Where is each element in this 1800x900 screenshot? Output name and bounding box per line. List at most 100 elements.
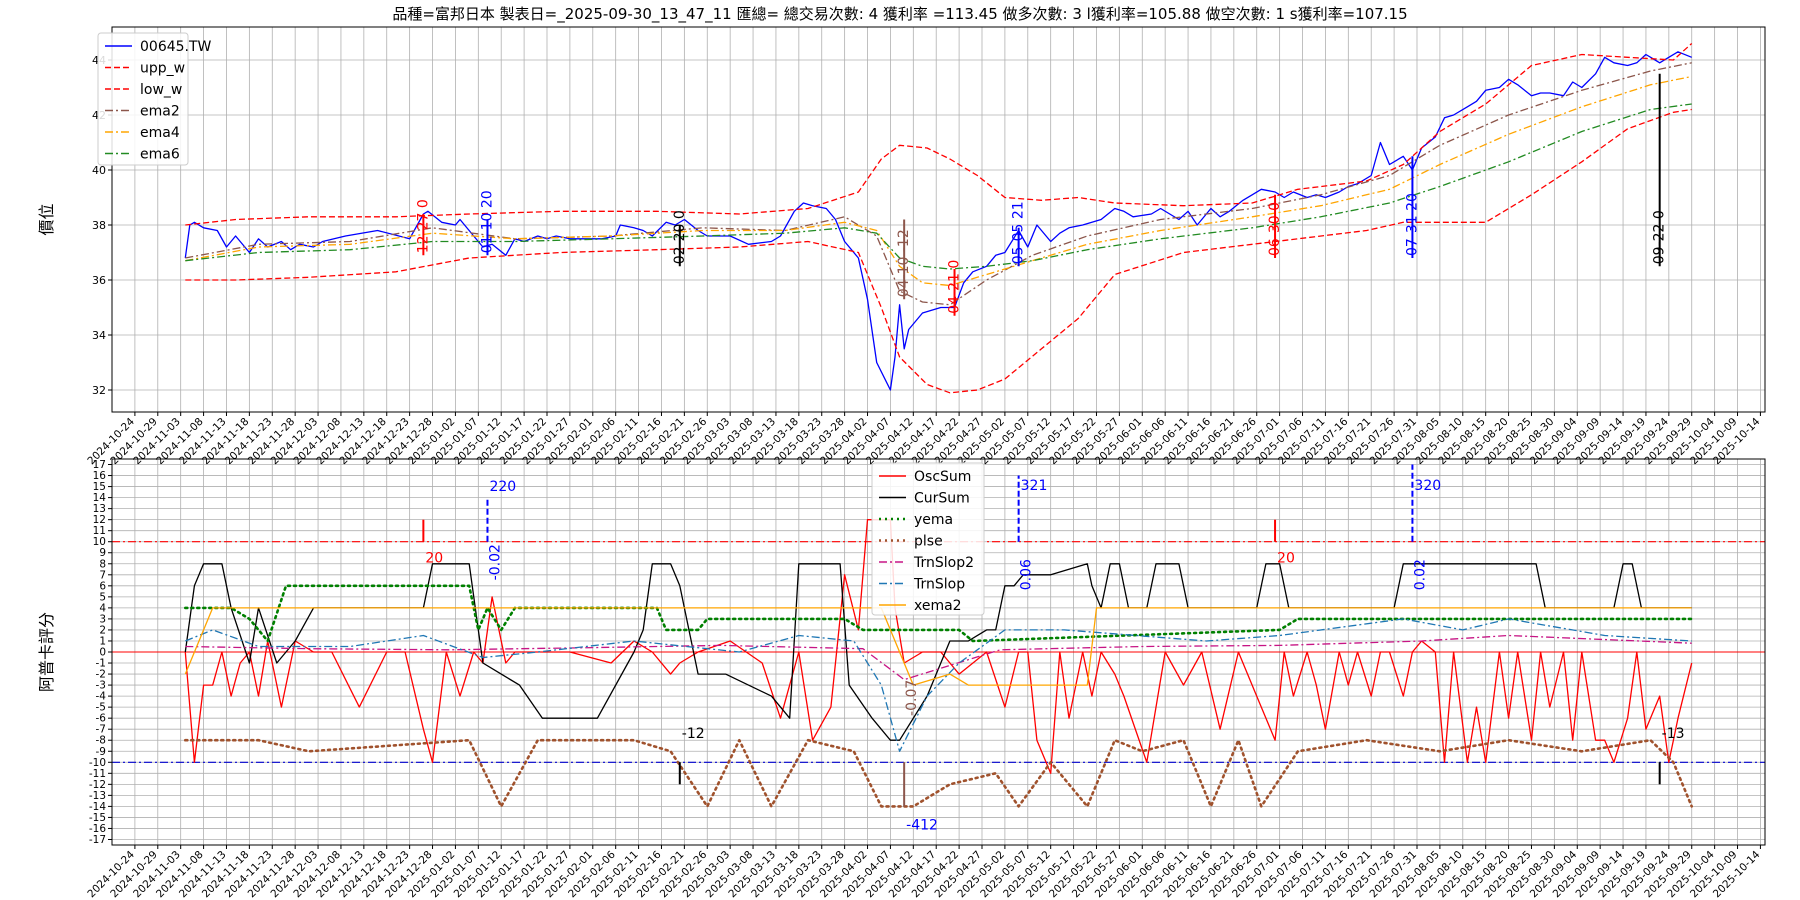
legend-label: yema <box>914 512 953 528</box>
legend-label: ema6 <box>140 147 180 163</box>
annotation-label: 20 <box>1277 551 1295 567</box>
annotation-label: 0.02 <box>1412 559 1428 590</box>
annotation-label: 320 <box>1414 478 1441 494</box>
y-tick-label: 16 <box>93 470 107 482</box>
y-tick-label: 10 <box>93 536 106 548</box>
series-line-trnslop <box>185 618 1692 752</box>
series-line-xema2 <box>184 607 1692 686</box>
legend-label: ema4 <box>140 125 180 141</box>
y-tick-label: 13 <box>93 503 106 515</box>
y-tick-label: 17 <box>93 459 106 471</box>
plot-area <box>112 464 1765 808</box>
y-tick-label: -12 <box>89 779 106 791</box>
price-axes: 323436384042442024-10-242024-10-292024-1… <box>37 26 1766 467</box>
trade-marker-label: 04-10 -12 <box>896 229 912 297</box>
y-tick-label: 4 <box>99 602 106 614</box>
legend-label: upp_w <box>140 61 185 77</box>
trade-marker-label: 02-20 0 <box>672 210 688 264</box>
y-tick-label: -7 <box>96 724 106 736</box>
legend-label: xema2 <box>914 598 962 614</box>
y-tick-label: -11 <box>89 768 106 780</box>
legend-label: TrnSlop <box>913 577 965 593</box>
trade-marker-label: 04-21 0 <box>947 260 963 314</box>
annotation-label: 220 <box>489 479 516 495</box>
score-axes: -17-16-15-14-13-12-11-10-9-8-7-6-5-4-3-2… <box>37 458 1766 900</box>
trade-marker-label: 07-31 20 <box>1404 193 1420 256</box>
series-line-oscsum <box>184 519 1693 774</box>
y-tick-label: -14 <box>89 801 106 813</box>
series-line-upp-w <box>185 43 1693 226</box>
y-tick-label: -6 <box>96 713 107 725</box>
trade-marker-label: 09-22 0 <box>1652 210 1668 264</box>
y-tick-label: 7 <box>99 569 106 581</box>
y-tick-label: 3 <box>99 613 106 625</box>
chart-title: 品種=富邦日本 製表日=_2025-09-30_13_47_11 匯總= 總交易… <box>392 5 1407 24</box>
plot-area <box>184 43 1693 394</box>
annotation-label: 0.06 <box>1019 559 1035 590</box>
y-axis-label: 價位 <box>37 203 56 235</box>
legend-label: low_w <box>140 82 182 98</box>
legend: OscSum CurSum yema plse TrnSlop2 TrnSlop xema2 <box>871 462 985 616</box>
y-tick-label: 11 <box>93 525 106 537</box>
legend-frame <box>97 32 189 166</box>
y-tick-label: -1 <box>96 658 106 670</box>
trade-marker-label: 01-10 20 <box>479 190 495 253</box>
annotation-label: -412 <box>906 818 938 834</box>
y-tick-label: -8 <box>96 735 106 747</box>
series-line-ema4 <box>185 75 1692 287</box>
y-axis-label: 阿普卡評分 <box>37 612 56 692</box>
legend-label: TrnSlop2 <box>913 555 974 571</box>
y-tick-label: 34 <box>92 329 106 342</box>
legend-label: 00645.TW <box>140 39 212 55</box>
y-tick-label: -17 <box>89 834 106 846</box>
annotation-label: 20 <box>425 551 443 567</box>
y-tick-label: -10 <box>89 757 106 769</box>
series-line-00645-tw <box>184 51 1692 391</box>
y-tick-label: 6 <box>99 580 106 592</box>
y-tick-label: 5 <box>99 591 106 603</box>
y-tick-label: 40 <box>92 164 106 177</box>
y-tick-label: -9 <box>96 746 106 758</box>
y-tick-label: -15 <box>89 812 106 824</box>
y-tick-label: 36 <box>92 274 106 287</box>
series-line-cursum <box>184 563 1692 741</box>
legend-label: plse <box>914 534 943 550</box>
annotation-label: 321 <box>1021 478 1048 494</box>
legend: 00645.TW upp_w low_w ema2 ema4 ema6 <box>97 32 212 166</box>
annotation-label: -12 <box>682 726 705 742</box>
trade-marker-label: 06-30 0 <box>1267 202 1283 256</box>
y-tick-label: 9 <box>99 547 106 559</box>
annotation-label: -0.02 <box>487 544 503 580</box>
y-tick-label: 2 <box>99 624 106 636</box>
y-tick-label: 0 <box>99 647 106 659</box>
y-tick-label: 15 <box>93 481 106 493</box>
y-tick-label: 38 <box>92 219 106 232</box>
trade-marker-label: 05-05 21 <box>1011 201 1027 264</box>
y-tick-label: 32 <box>92 384 106 397</box>
legend-label: ema2 <box>140 104 180 120</box>
y-tick-label: 8 <box>99 558 106 570</box>
annotation-label: -0.07 <box>904 680 920 716</box>
trade-marker-label: 12-27 0 <box>415 199 431 253</box>
series-line-low-w <box>185 108 1692 394</box>
legend-label: OscSum <box>914 469 971 485</box>
series-line-plse <box>184 738 1693 808</box>
legend-frame <box>871 462 985 616</box>
y-tick-label: 1 <box>99 635 106 647</box>
legend-label: CurSum <box>914 491 970 507</box>
axes-frame <box>111 458 1766 846</box>
y-tick-label: -4 <box>96 691 107 703</box>
y-tick-label: -2 <box>96 669 106 681</box>
y-tick-label: 12 <box>93 514 106 526</box>
y-tick-label: -16 <box>89 823 106 835</box>
series-line-ema6 <box>185 103 1692 270</box>
series-line-trnslop2 <box>185 634 1692 681</box>
y-tick-label: -5 <box>96 702 106 714</box>
grid <box>112 27 1765 412</box>
y-tick-label: -3 <box>96 680 106 692</box>
axes-frame <box>111 26 1766 413</box>
y-tick-label: 14 <box>93 492 107 504</box>
annotation-label: -13 <box>1662 726 1685 742</box>
y-tick-label: -13 <box>89 790 106 802</box>
